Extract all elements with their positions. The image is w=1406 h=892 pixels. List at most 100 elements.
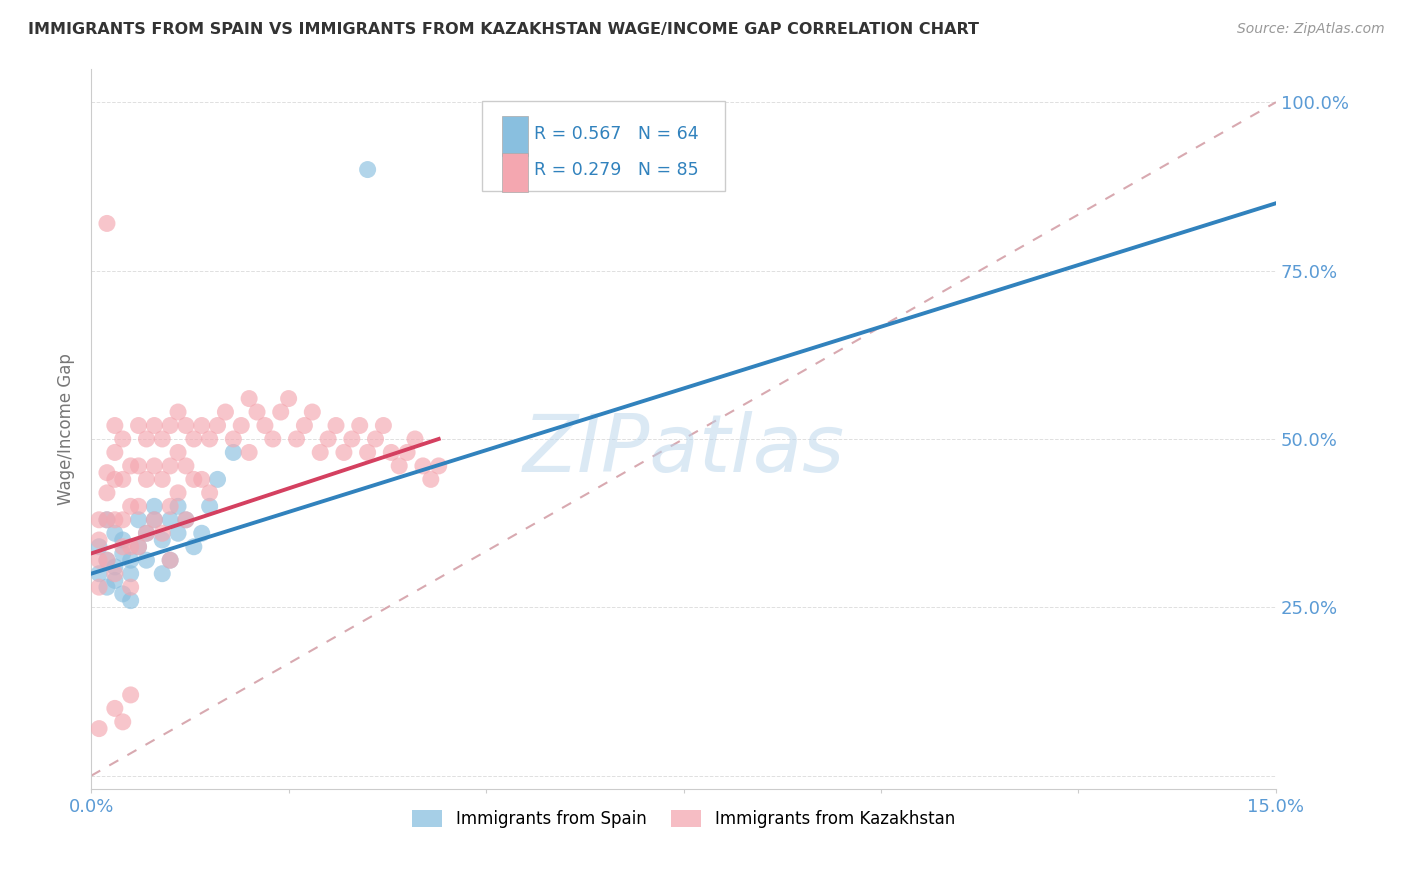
Point — [412, 458, 434, 473]
Point — [380, 445, 402, 459]
Point — [104, 560, 127, 574]
Point — [135, 432, 157, 446]
Point — [316, 432, 339, 446]
Point — [120, 540, 142, 554]
FancyBboxPatch shape — [482, 101, 725, 191]
Point — [214, 405, 236, 419]
Point — [294, 418, 316, 433]
Point — [246, 405, 269, 419]
Point — [104, 574, 127, 588]
Point — [190, 418, 212, 433]
Point — [111, 540, 134, 554]
Point — [87, 580, 110, 594]
Point — [120, 566, 142, 581]
Point — [135, 526, 157, 541]
FancyBboxPatch shape — [502, 116, 529, 156]
Point — [120, 688, 142, 702]
Point — [183, 472, 205, 486]
Point — [104, 526, 127, 541]
Point — [183, 540, 205, 554]
Point — [174, 513, 197, 527]
Point — [427, 458, 450, 473]
Point — [104, 445, 127, 459]
Point — [253, 418, 276, 433]
Point — [120, 458, 142, 473]
Point — [120, 553, 142, 567]
Point — [128, 540, 150, 554]
Text: R = 0.567   N = 64: R = 0.567 N = 64 — [534, 125, 699, 143]
Point — [128, 540, 150, 554]
Point — [325, 418, 347, 433]
Point — [222, 432, 245, 446]
Point — [96, 466, 118, 480]
Point — [96, 580, 118, 594]
Point — [159, 418, 181, 433]
Point — [207, 418, 229, 433]
Point — [150, 533, 173, 547]
Point — [174, 418, 197, 433]
Point — [198, 500, 221, 514]
Point — [120, 500, 142, 514]
Point — [190, 472, 212, 486]
Point — [135, 553, 157, 567]
Point — [167, 526, 190, 541]
Point — [150, 566, 173, 581]
Point — [183, 432, 205, 446]
Point — [301, 405, 323, 419]
Point — [198, 486, 221, 500]
Point — [364, 432, 387, 446]
Point — [128, 500, 150, 514]
Point — [128, 458, 150, 473]
Point — [128, 418, 150, 433]
Point — [150, 432, 173, 446]
Point — [333, 445, 356, 459]
Point — [356, 445, 378, 459]
Point — [96, 486, 118, 500]
Point — [111, 533, 134, 547]
Point — [104, 513, 127, 527]
Point — [207, 472, 229, 486]
Point — [349, 418, 371, 433]
FancyBboxPatch shape — [502, 153, 529, 193]
Point — [356, 162, 378, 177]
Point — [159, 500, 181, 514]
Y-axis label: Wage/Income Gap: Wage/Income Gap — [58, 353, 75, 505]
Point — [174, 458, 197, 473]
Point — [231, 418, 253, 433]
Point — [111, 714, 134, 729]
Point — [198, 432, 221, 446]
Point — [135, 526, 157, 541]
Point — [190, 526, 212, 541]
Text: Source: ZipAtlas.com: Source: ZipAtlas.com — [1237, 22, 1385, 37]
Point — [104, 701, 127, 715]
Legend: Immigrants from Spain, Immigrants from Kazakhstan: Immigrants from Spain, Immigrants from K… — [405, 804, 962, 835]
Point — [96, 216, 118, 230]
Point — [111, 432, 134, 446]
Point — [135, 472, 157, 486]
Point — [285, 432, 308, 446]
Point — [277, 392, 299, 406]
Point — [87, 533, 110, 547]
Point — [96, 513, 118, 527]
Point — [238, 445, 260, 459]
Point — [238, 392, 260, 406]
Point — [111, 587, 134, 601]
Point — [159, 553, 181, 567]
Point — [96, 553, 118, 567]
Point — [111, 472, 134, 486]
Point — [143, 513, 166, 527]
Point — [87, 566, 110, 581]
Point — [111, 546, 134, 560]
Point — [167, 405, 190, 419]
Point — [87, 722, 110, 736]
Point — [143, 513, 166, 527]
Point — [270, 405, 292, 419]
Point — [340, 432, 363, 446]
Point — [104, 418, 127, 433]
Point — [128, 513, 150, 527]
Point — [104, 472, 127, 486]
Point — [159, 513, 181, 527]
Point — [159, 553, 181, 567]
Point — [120, 593, 142, 607]
Point — [96, 513, 118, 527]
